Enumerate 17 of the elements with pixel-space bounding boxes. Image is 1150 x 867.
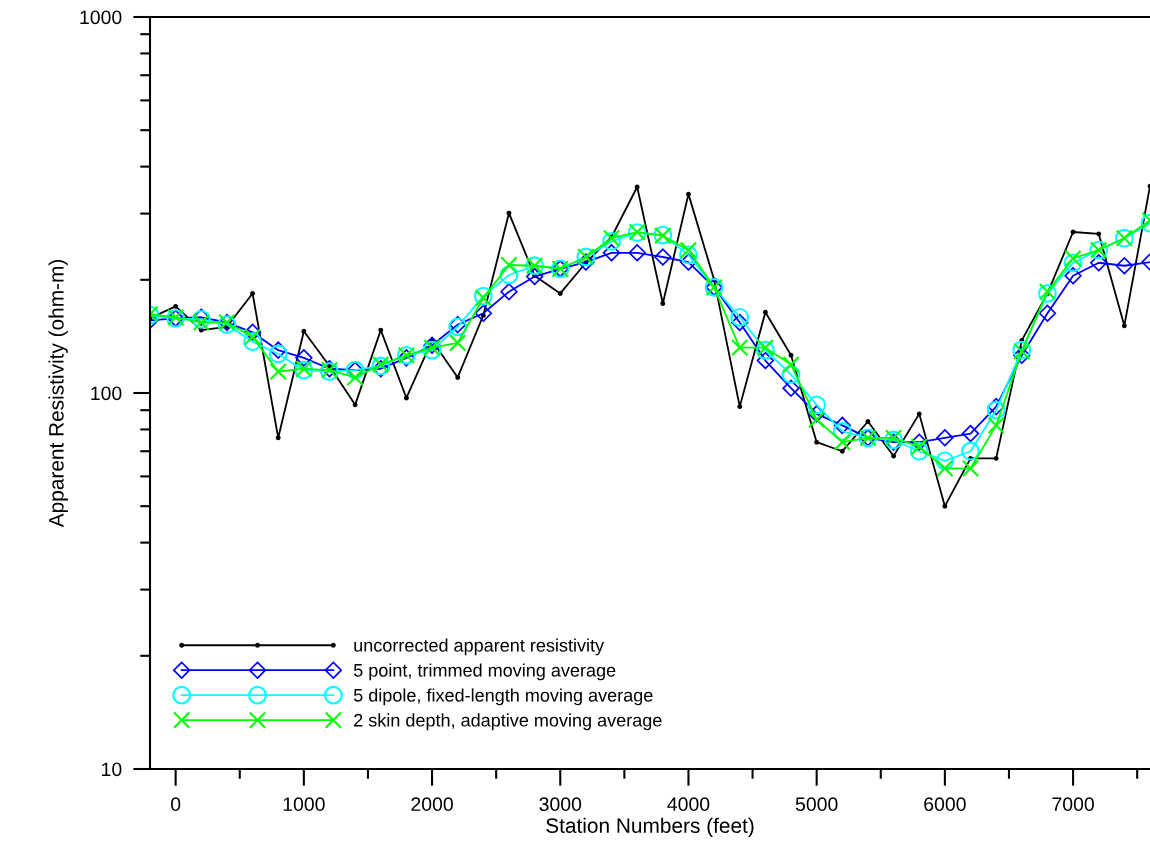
x-tick-label: 6000 — [924, 797, 966, 812]
y-tick-label: 100 — [91, 386, 122, 401]
x-tick-label: 4000 — [667, 797, 710, 812]
legend-label: 5 dipole, fixed-length moving average — [353, 688, 653, 706]
x-tick-label: 2000 — [411, 797, 453, 812]
legend-label: 2 skin depth, adaptive moving average — [354, 713, 662, 731]
x-tick-label: 1000 — [283, 797, 325, 812]
x-tick-label: 0 — [170, 797, 181, 812]
legend-label: 5 point, trimmed moving average — [353, 663, 616, 681]
y-tick-label: 1000 — [80, 10, 122, 25]
x-tick-label: 7000 — [1052, 797, 1094, 812]
x-axis-title: Station Numbers (feet) — [546, 817, 754, 838]
legend-label: uncorrected apparent resistivity — [354, 638, 605, 656]
y-tick-label: 10 — [102, 762, 122, 777]
y-axis-title: Apparent Resistivity (ohm-m) — [48, 259, 68, 528]
x-tick-label: 5000 — [795, 797, 838, 812]
x-tick-label: 3000 — [539, 797, 582, 812]
